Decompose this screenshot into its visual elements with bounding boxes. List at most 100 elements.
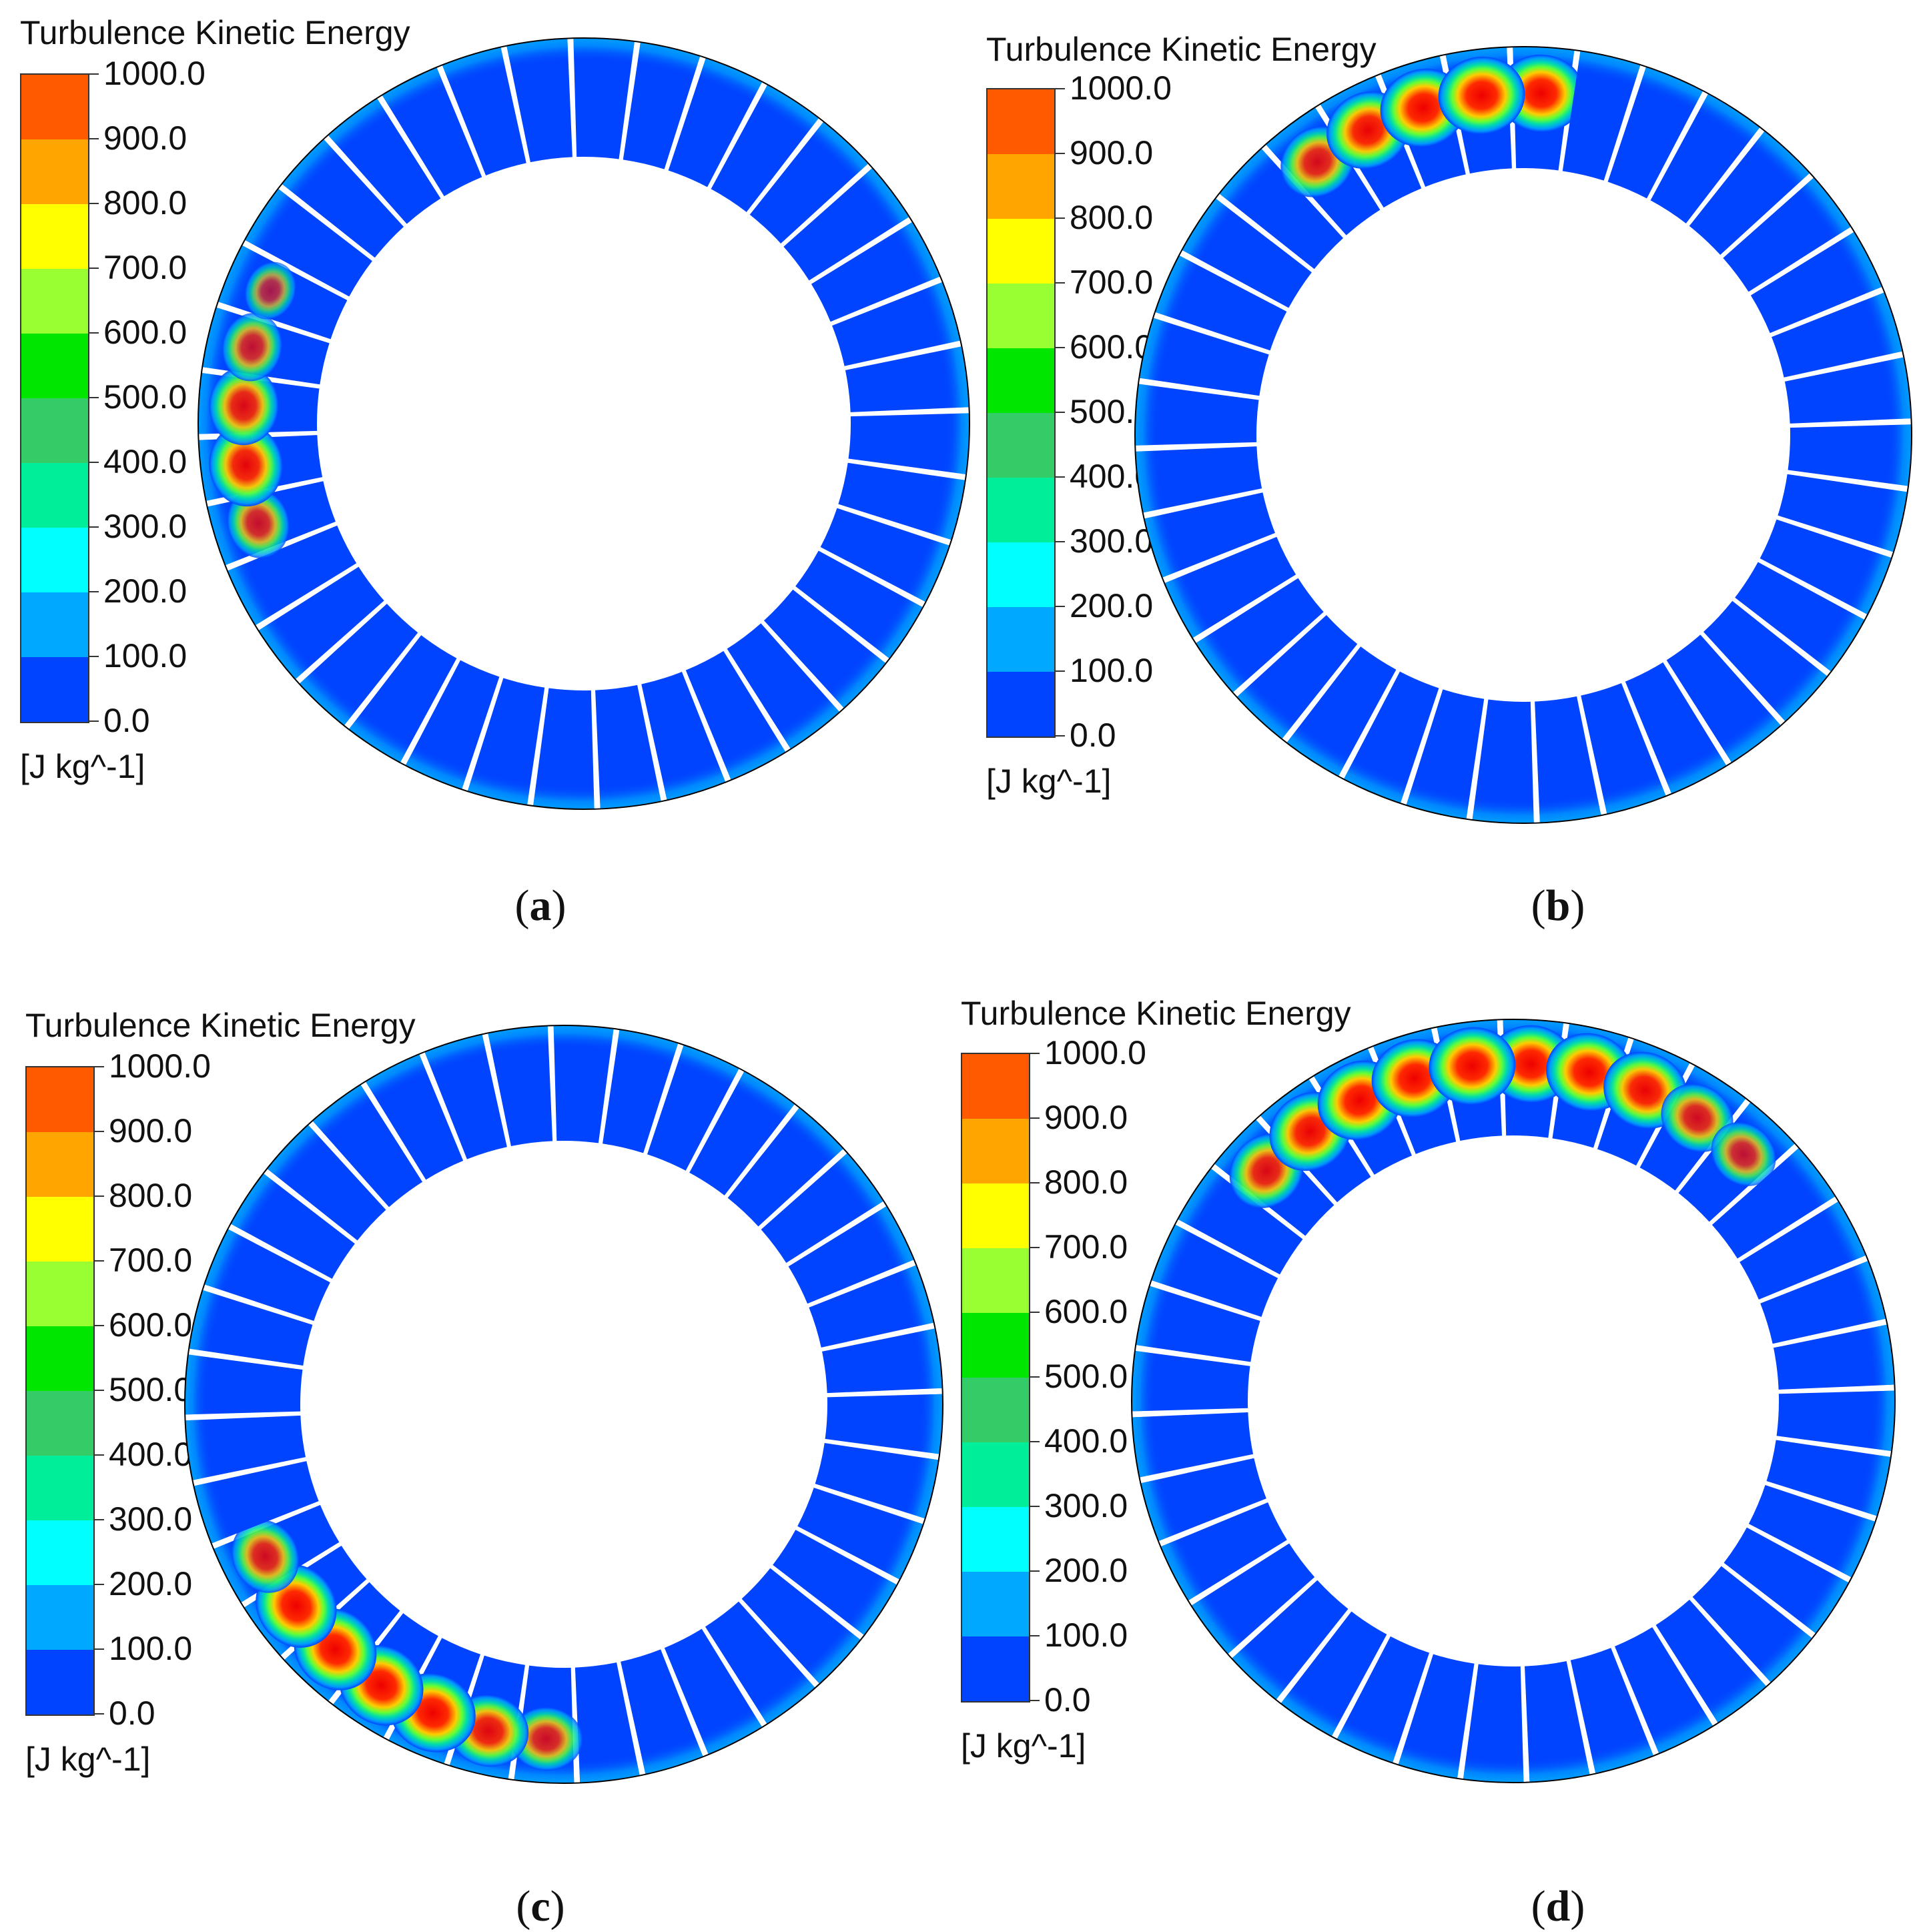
ring-sector-edge xyxy=(553,1025,614,1143)
colorbar-tick xyxy=(1029,1506,1040,1507)
colorbar-band xyxy=(27,1520,93,1585)
ring-sector-edge xyxy=(282,139,404,258)
legend-title: Turbulence Kinetic Energy xyxy=(961,995,1351,1032)
ring-sector-edge xyxy=(1178,1168,1303,1275)
colorbar-band xyxy=(988,542,1054,607)
ring-sector-edge xyxy=(705,1601,815,1725)
legend-title: Turbulence Kinetic Energy xyxy=(25,1007,416,1044)
panel-caption: (b) xyxy=(1531,881,1585,930)
ring-sector-edge xyxy=(1236,614,1358,739)
colorbar-band xyxy=(21,75,88,139)
colorbar-tick xyxy=(1029,1441,1040,1442)
colorbar-tick xyxy=(1029,1312,1040,1313)
colorbar-tick xyxy=(88,73,99,75)
colorbar-tick xyxy=(88,720,99,722)
ring-sector-edge xyxy=(1231,1580,1349,1700)
colorbar-tick xyxy=(1029,1635,1040,1636)
ring-sector-edge xyxy=(641,672,726,801)
ring-sector-edge xyxy=(749,121,869,244)
ring-sector-edge xyxy=(1336,1636,1430,1763)
colorbar-tick-label: 100.0 xyxy=(103,637,187,674)
colorbar-tick-label: 500.0 xyxy=(1044,1358,1128,1395)
ring-sector-edge xyxy=(1614,1627,1713,1754)
colorbar-band xyxy=(27,1585,93,1650)
ring-sector-edge xyxy=(815,1443,939,1519)
colorbar-tick-label: 400.0 xyxy=(103,443,187,480)
colorbar-tick-label: 300.0 xyxy=(1070,522,1154,560)
colorbar-tick-label: 400.0 xyxy=(1044,1422,1128,1460)
colorbar-tick xyxy=(1054,735,1065,737)
colorbar-tick-label: 0.0 xyxy=(103,702,150,739)
colorbar-tick xyxy=(1029,1247,1040,1248)
colorbar-tick-label: 0.0 xyxy=(1044,1681,1091,1719)
colorbar-tick-label: 800.0 xyxy=(103,184,187,221)
colorbar-tick xyxy=(1054,412,1065,413)
colorbar-tick xyxy=(88,397,99,398)
colorbar-band xyxy=(962,1572,1029,1636)
ring-sector-edge xyxy=(1191,1543,1315,1654)
panel-caption-letter: b xyxy=(1545,881,1571,930)
ring-sector-edge xyxy=(424,1034,507,1159)
colorbar-band xyxy=(27,1326,93,1391)
colorbar-band xyxy=(27,1650,93,1715)
colorbar-unit: [J kg^-1] xyxy=(20,748,145,785)
colorbar-band xyxy=(988,478,1054,542)
colorbar xyxy=(986,88,1056,738)
ring-sector-edge xyxy=(185,1415,306,1480)
panel-caption-letter: c xyxy=(530,1882,550,1931)
tke-hotspot xyxy=(510,1707,583,1771)
ring-sector-edge xyxy=(1778,474,1908,552)
ring-sector-edge xyxy=(1655,1599,1767,1723)
ring-sector-edge xyxy=(506,38,572,163)
tke-hotspot xyxy=(1438,56,1525,135)
colorbar-unit: [J kg^-1] xyxy=(961,1727,1086,1765)
colorbar-tick-label: 0.0 xyxy=(1070,716,1116,754)
tke-hotspot xyxy=(245,262,296,320)
ring-sector-edge xyxy=(348,635,457,763)
ring-sector-edge xyxy=(1144,492,1275,578)
colorbar-band xyxy=(988,89,1054,154)
ring-sector-edge xyxy=(1750,231,1882,334)
ring-sector-edge xyxy=(1784,357,1912,424)
colorbar-band xyxy=(988,413,1054,478)
colorbar-tick-label: 500.0 xyxy=(103,378,187,416)
panel-caption-letter: a xyxy=(529,881,552,930)
colorbar-tick-label: 300.0 xyxy=(1044,1487,1128,1524)
colorbar-tick-label: 900.0 xyxy=(1070,134,1154,171)
panel-caption: (d) xyxy=(1531,1882,1585,1931)
ring-sector-edge xyxy=(1160,1502,1287,1601)
ring-sector-edge xyxy=(783,167,909,281)
ring-sector-edge xyxy=(1535,696,1601,823)
ring-sector-edge xyxy=(365,1054,464,1180)
colorbar-band xyxy=(21,657,88,722)
colorbar-band xyxy=(27,1197,93,1262)
colorbar-band xyxy=(988,607,1054,672)
colorbar-tick xyxy=(1054,670,1065,672)
colorbar-band xyxy=(27,1262,93,1326)
ring-sector-edge xyxy=(1135,446,1262,513)
ring-sector-edge xyxy=(1766,1440,1891,1516)
ring-sector-edge xyxy=(1772,292,1903,378)
ring-sector-edge xyxy=(312,1084,423,1208)
panel-caption: (a) xyxy=(514,881,566,930)
ring-sector-edge xyxy=(185,1354,303,1415)
ring-sector-edge xyxy=(845,346,970,412)
colorbar-tick xyxy=(93,1390,104,1391)
ring-sector-edge xyxy=(820,508,950,602)
colorbar-tick xyxy=(93,1195,104,1197)
ring-sector-edge xyxy=(727,1107,844,1227)
colorbar-tick xyxy=(1054,217,1065,219)
colorbar-tick-label: 200.0 xyxy=(109,1565,193,1602)
ring-sector-edge xyxy=(1776,1390,1895,1452)
colorbar-band xyxy=(988,672,1054,737)
colorbar-tick xyxy=(1054,541,1065,542)
colorbar-unit: [J kg^-1] xyxy=(25,1741,151,1778)
ring-sector-edge xyxy=(1280,1611,1387,1737)
colorbar-tick xyxy=(88,268,99,269)
ring-sector-edge xyxy=(1463,1664,1524,1783)
colorbar-tick-label: 100.0 xyxy=(109,1630,193,1667)
legend-title: Turbulence Kinetic Energy xyxy=(20,14,410,51)
colorbar-tick-label: 300.0 xyxy=(109,1500,193,1538)
ring-sector-edge xyxy=(1689,131,1810,256)
ring-sector-edge xyxy=(623,42,701,169)
